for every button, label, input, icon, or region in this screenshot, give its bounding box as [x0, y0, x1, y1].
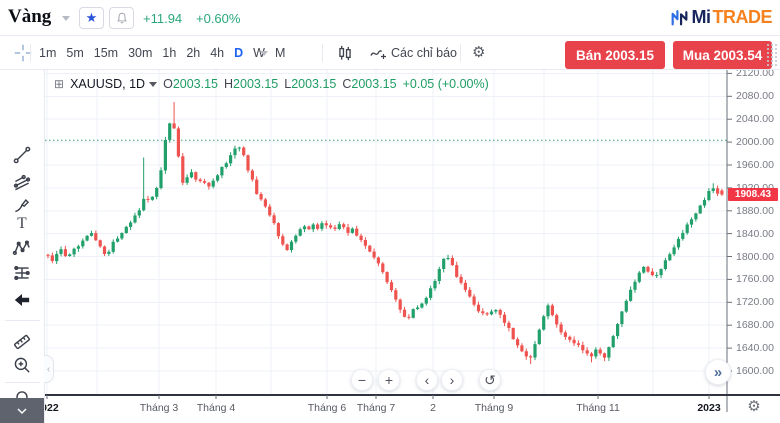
timeframe-button-2h[interactable]: 2h [186, 46, 201, 60]
mitrade-logo: Mi TRADE [669, 7, 773, 28]
drawing-toolbar-collapse-tab[interactable]: ‹ [44, 355, 54, 383]
panel-drag-handle[interactable] [766, 43, 777, 67]
legend-expand-icon[interactable]: ⊞ [54, 77, 65, 91]
legend-high: H2003.15 [224, 77, 279, 91]
mitrade-logo-icon [671, 10, 687, 26]
scroll-left-button[interactable]: ‹ [416, 369, 438, 391]
sidebar-scroll-down-button[interactable] [0, 398, 44, 423]
time-axis-label: Tháng 7 [356, 402, 396, 414]
axis-settings-gear-icon[interactable]: ⚙ [747, 398, 761, 415]
timeframe-button-W[interactable]: W [253, 46, 265, 60]
time-axis-label: Tháng 4 [196, 402, 236, 414]
price-axis-label: 1680.00 [736, 319, 774, 332]
legend-close: C2003.15 [342, 77, 397, 91]
time-axis-label: Tháng 3 [139, 402, 179, 414]
indicators-button[interactable]: Các chỉ báo [368, 41, 457, 65]
price-axis-label: 1960.00 [736, 158, 774, 171]
time-axis-label: 2023 [697, 402, 721, 414]
price-axis-label: 1600.00 [736, 364, 774, 377]
brush-tool[interactable] [11, 194, 35, 218]
last-price-tag: 1908.43 [728, 187, 778, 201]
trend-line-tool[interactable] [11, 144, 35, 168]
candles [46, 102, 724, 365]
price-axis-label: 1720.00 [736, 296, 774, 309]
fibonacci-tool[interactable] [11, 171, 35, 195]
legend-low: L2003.15 [284, 77, 337, 91]
timeframe-button-15m[interactable]: 15m [93, 46, 119, 60]
go-to-realtime-button[interactable]: » [705, 359, 731, 385]
sell-button[interactable]: Bán 2003.15 [565, 41, 665, 69]
legend-change: +0.05 (+0.00%) [402, 77, 489, 91]
reset-chart-button[interactable]: ↺ [479, 369, 501, 391]
timeframe-button-5m[interactable]: 5m [66, 46, 84, 60]
logo-text-trade: TRADE [712, 7, 773, 27]
timeframe-button-4h[interactable]: 4h [210, 46, 225, 60]
svg-text:T: T [17, 215, 27, 232]
logo-text-mi: Mi [691, 7, 712, 27]
timeframe-button-D[interactable]: D [234, 46, 244, 60]
price-axis-label: 1760.00 [736, 273, 774, 286]
time-axis-label: Tháng 6 [307, 402, 347, 414]
toolbar-separator [30, 44, 31, 62]
grid [45, 70, 727, 395]
zoom-in-button[interactable]: + [378, 369, 400, 391]
star-icon: ★ [85, 10, 98, 25]
price-change-percent: +0.60% [196, 11, 241, 26]
timeframes-dropdown-chevron-icon[interactable] [260, 51, 268, 56]
alert-button[interactable] [109, 7, 134, 29]
legend-symbol[interactable]: XAUUSD, 1D [70, 77, 146, 91]
indicators-label: Các chỉ báo [391, 46, 458, 60]
toolbar-divider [5, 382, 40, 383]
chart-legend: ⊞ XAUUSD, 1D O2003.15 H2003.15 L2003.15 … [54, 77, 489, 91]
top-bar: Vàng ★ +11.94 +0.60% Mi TRADE [0, 0, 780, 36]
legend-open: O2003.15 [163, 77, 219, 91]
timeframe-button-30m[interactable]: 30m [128, 46, 153, 60]
price-axis-label: 1800.00 [736, 250, 774, 263]
time-axis-label: Tháng 9 [474, 402, 514, 414]
xabcd-pattern-tool[interactable] [11, 237, 35, 261]
timeframe-row: 1m 5m 15m 30m 1h 2h 4h D W M [34, 41, 290, 65]
time-axis-label: 2 [430, 402, 436, 414]
price-axis-label: 1640.00 [736, 342, 774, 355]
text-tool[interactable]: T [11, 212, 35, 236]
chart-toolbar: 1m 5m 15m 30m 1h 2h 4h D W M Các chỉ báo ⚙ [0, 36, 780, 70]
candle-style-button[interactable] [334, 42, 356, 64]
toolbar-divider [5, 320, 40, 321]
bell-icon [116, 12, 127, 24]
price-axis-label: 1840.00 [736, 227, 774, 240]
toolbar-separator [322, 44, 323, 62]
price-axis-label: 2000.00 [736, 136, 774, 149]
chart-settings-gear-icon[interactable]: ⚙ [472, 44, 486, 61]
favorite-button[interactable]: ★ [79, 7, 104, 29]
drawing-toolbar: T [0, 70, 45, 423]
buy-button[interactable]: Mua 2003.54 [673, 41, 772, 69]
price-axis-label: 2080.00 [736, 90, 774, 103]
long-short-position-tool[interactable] [11, 262, 35, 286]
indicator-wave-icon [370, 50, 386, 59]
price-change-value: +11.94 [143, 11, 183, 26]
measure-ruler-tool[interactable] [11, 331, 35, 355]
symbol-dropdown-chevron-icon[interactable] [62, 16, 70, 21]
price-axis-label: 2120.00 [736, 67, 774, 80]
arrow-marker-tool[interactable] [11, 289, 35, 313]
timeframe-button-1h[interactable]: 1h [162, 46, 177, 60]
toolbar-separator [460, 44, 461, 62]
timeframe-button-M[interactable]: M [274, 46, 286, 60]
scroll-right-button[interactable]: › [441, 369, 463, 391]
zoom-in-tool[interactable] [11, 354, 35, 378]
chevron-down-icon [17, 407, 27, 414]
price-axis-label: 1880.00 [736, 204, 774, 217]
time-axis-label: Tháng 11 [576, 402, 620, 414]
symbol-title: Vàng [8, 6, 52, 27]
zoom-out-button[interactable]: − [351, 369, 373, 391]
price-axis-label: 2040.00 [736, 113, 774, 126]
timeframe-button-1m[interactable]: 1m [39, 46, 57, 60]
legend-chevron-icon[interactable] [149, 81, 158, 87]
